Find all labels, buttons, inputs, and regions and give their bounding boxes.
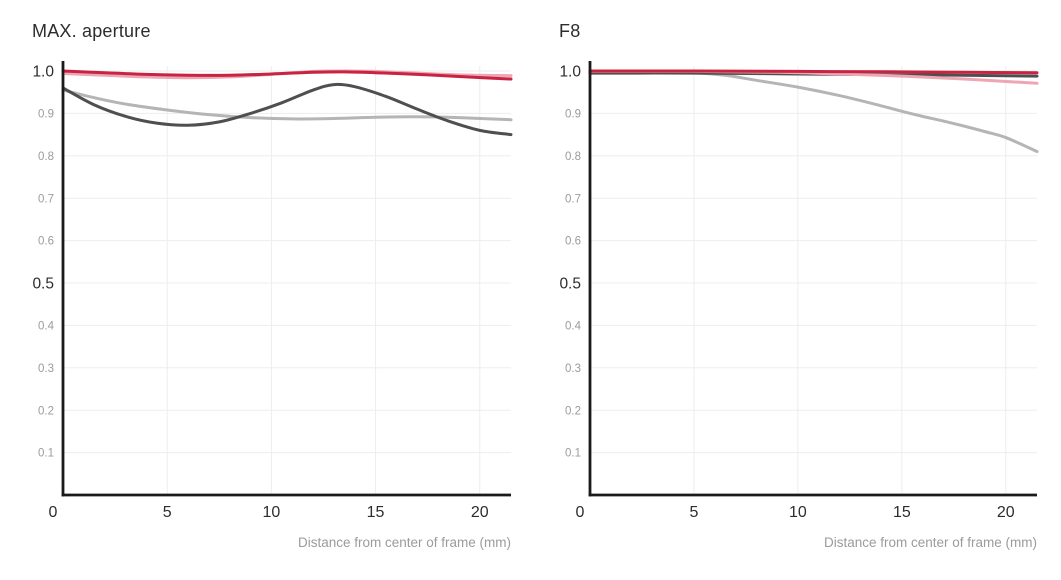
y-tick-label: 1.0 <box>32 64 54 81</box>
y-tick-label: 0.9 <box>38 109 54 121</box>
origin-tick-label: 0 <box>49 504 58 521</box>
y-tick-label: 0.2 <box>565 405 581 417</box>
x-tick-label: 20 <box>997 504 1015 521</box>
series-line-dark-gray <box>61 82 513 137</box>
x-tick-label: 5 <box>690 504 699 521</box>
series-line-red <box>61 69 513 81</box>
y-tick-label: 0.1 <box>38 448 54 460</box>
y-tick-label: 0.8 <box>565 151 581 163</box>
chart-f8: 0.1 0.2 0.3 0.4 0.5 0.6 0.7 0.8 0.9 1.0 0 5 10 15 20 Di… <box>559 61 1039 550</box>
y-tick-label: 0.9 <box>565 109 581 121</box>
x-tick-label: 5 <box>163 504 172 521</box>
y-tick-label: 0.4 <box>38 321 55 333</box>
y-tick-label: 0.8 <box>38 151 54 163</box>
y-tick-label: 0.2 <box>38 405 54 417</box>
y-tick-label: 0.7 <box>565 193 581 205</box>
chart-title-f8: F8 <box>559 21 581 41</box>
y-tick-label: 0.6 <box>38 236 54 248</box>
x-axis-title: Distance from center of frame (mm) <box>824 535 1037 550</box>
series-line-light-gray <box>61 88 513 122</box>
origin-tick-label: 0 <box>576 504 585 521</box>
y-tick-label: 0.3 <box>565 363 581 375</box>
series-line-light-gray <box>588 70 1039 154</box>
y-tick-label: 0.1 <box>565 448 581 460</box>
series-line-red <box>588 69 1039 75</box>
chart-max-aperture: 0.1 0.2 0.3 0.4 0.5 0.6 0.7 0.8 0.9 1.0 0 5 10 15 20 Di… <box>32 61 513 550</box>
x-tick-label: 20 <box>471 504 489 521</box>
y-tick-label: 0.7 <box>38 193 54 205</box>
chart-title-max-aperture: MAX. aperture <box>32 21 151 41</box>
x-tick-label: 15 <box>367 504 385 521</box>
x-tick-label: 10 <box>789 504 807 521</box>
y-tick-label: 0.5 <box>559 276 581 293</box>
x-tick-label: 10 <box>262 504 280 521</box>
y-tick-label: 1.0 <box>559 64 581 81</box>
y-tick-label: 0.6 <box>565 236 581 248</box>
x-tick-label: 15 <box>893 504 911 521</box>
y-tick-label: 0.5 <box>32 276 54 293</box>
y-tick-label: 0.4 <box>565 321 582 333</box>
x-axis-title: Distance from center of frame (mm) <box>298 535 511 550</box>
y-tick-label: 0.3 <box>38 363 54 375</box>
